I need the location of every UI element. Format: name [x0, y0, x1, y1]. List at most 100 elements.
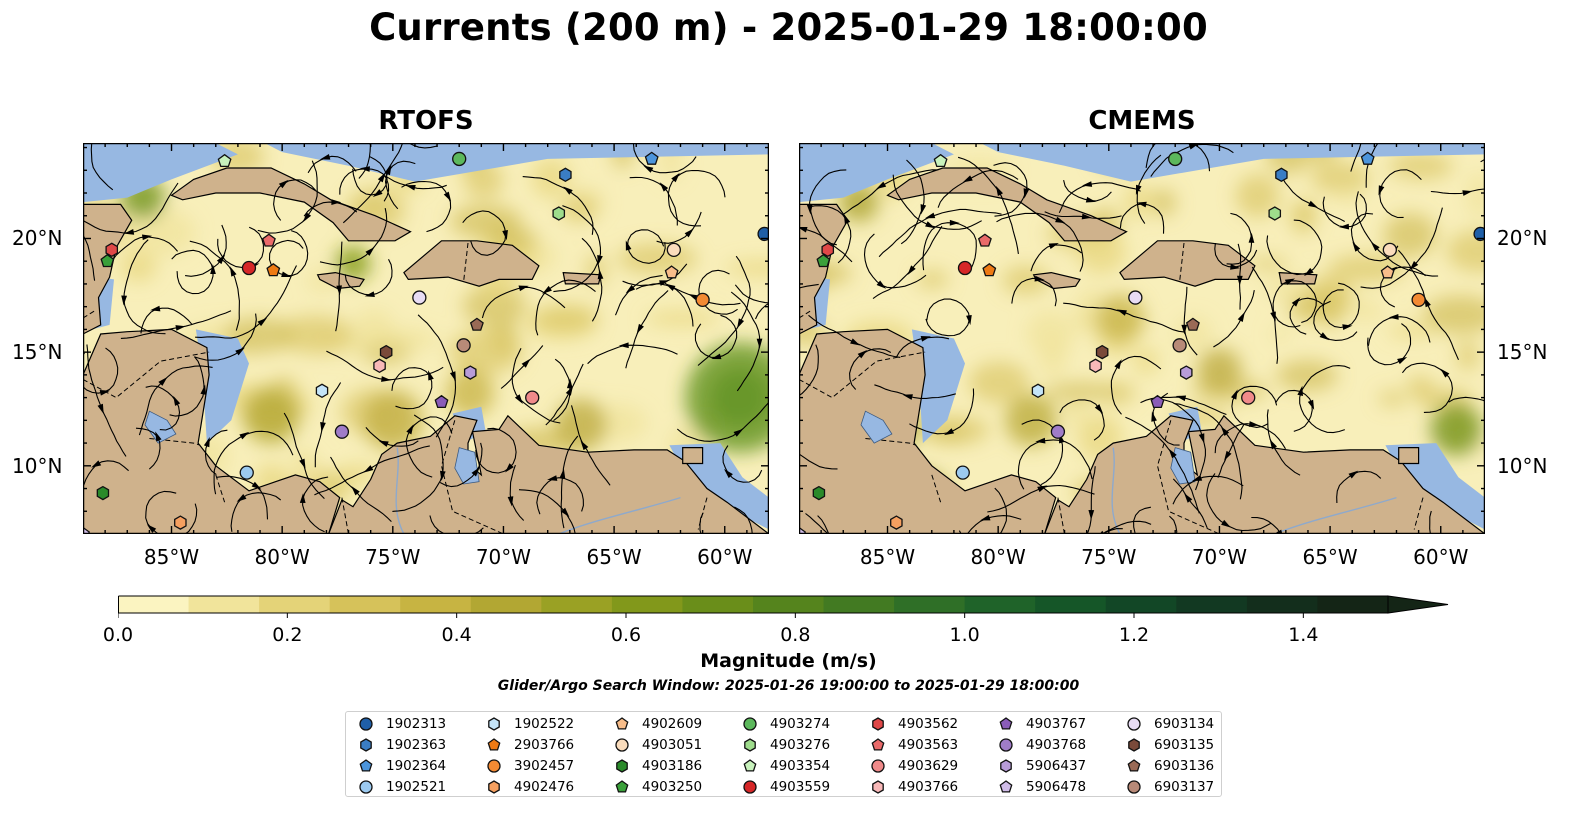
legend-item-4903766: 4903766 — [870, 776, 958, 797]
legend-item-6903137: 6903137 — [1126, 776, 1214, 797]
legend-item-5906437: 5906437 — [998, 755, 1086, 776]
colorbar-segment — [118, 596, 190, 613]
colorbar-svg — [117, 595, 1449, 618]
legend-label: 4903354 — [770, 757, 831, 774]
float-marker-1902313 — [757, 226, 769, 242]
land-trinidad — [1398, 447, 1420, 465]
lon-tick-label-rtofs: 80°W — [254, 545, 310, 569]
float-marker-2903766 — [982, 262, 997, 277]
float-marker-1902363 — [1275, 167, 1288, 183]
float-marker-1902521 — [955, 465, 970, 480]
legend-marker-3902457 — [487, 758, 501, 773]
lon-tick-label-cmems: 60°W — [1413, 545, 1469, 569]
colorbar — [117, 595, 1454, 625]
hexagon-marker-icon — [744, 737, 756, 752]
lon-tick-label-rtofs: 65°W — [586, 545, 642, 569]
legend-item-1902522: 1902522 — [486, 713, 574, 734]
legend-marker-4902476 — [488, 779, 500, 794]
legend-item-6903136: 6903136 — [1126, 755, 1214, 776]
colorbar-tick-label: 0.2 — [272, 624, 303, 646]
circle-marker-icon — [615, 737, 629, 752]
legend-item-4903274: 4903274 — [742, 713, 830, 734]
map-cmems-svg — [799, 143, 1485, 534]
legend-label: 6903135 — [1154, 736, 1215, 753]
map-panel-rtofs[interactable] — [83, 143, 769, 534]
legend-item-1902364: 1902364 — [358, 755, 446, 776]
float-marker-4903051 — [1382, 242, 1397, 257]
colorbar-segment — [329, 596, 401, 613]
land-puertorico — [562, 271, 602, 285]
float-marker-4903629 — [525, 390, 540, 405]
float-marker-2903766 — [266, 262, 281, 277]
float-marker-4903559 — [957, 260, 973, 276]
float-marker-4903186 — [96, 485, 110, 501]
land-jamaica — [316, 271, 365, 290]
float-marker-4903250 — [100, 253, 115, 268]
legend-item-6903134: 6903134 — [1126, 713, 1214, 734]
lat-tick-label-left: 15°N — [12, 340, 63, 365]
legend-marker-4903354 — [743, 758, 757, 772]
legend-item-4903629: 4903629 — [870, 755, 958, 776]
float-marker-4903562 — [821, 242, 835, 258]
float-marker-4902609 — [664, 265, 679, 279]
legend-label: 4903186 — [642, 757, 703, 774]
legend-label: 4903051 — [642, 736, 703, 753]
float-marker-4903766 — [1089, 358, 1102, 374]
float-marker-6903135 — [1095, 344, 1109, 360]
legend-item-4903051: 4903051 — [614, 734, 702, 755]
float-marker-5906437 — [1179, 365, 1193, 380]
colorbar-segment — [611, 596, 684, 613]
hexagon-marker-icon — [1128, 737, 1140, 752]
legend-item-6903135: 6903135 — [1126, 734, 1214, 755]
lat-tick-label-left: 20°N — [12, 226, 63, 251]
float-marker-1902522 — [315, 383, 329, 399]
legend-label: 4902609 — [642, 715, 703, 732]
colorbar-segment — [470, 596, 542, 613]
legend-item-4903562: 4903562 — [870, 713, 958, 734]
lon-tick-label-rtofs: 70°W — [475, 545, 532, 569]
float-marker-4903563 — [261, 233, 276, 247]
float-marker-4903186 — [812, 485, 826, 501]
pentagon-marker-icon — [1127, 758, 1141, 772]
legend-marker-1902364 — [359, 758, 373, 772]
legend-label: 1902521 — [386, 778, 447, 795]
map-panel-cmems[interactable] — [799, 143, 1485, 534]
legend: 1902313 1902363 1902364 1902521 1902522 29037… — [345, 711, 1222, 797]
land-cuba — [886, 167, 1128, 242]
legend-marker-4902609 — [615, 716, 629, 730]
colorbar-tick-label: 0.4 — [441, 624, 472, 646]
float-marker-1902521 — [239, 465, 254, 480]
lon-tick-label-cmems: 75°W — [1081, 545, 1137, 569]
legend-marker-6903136 — [1127, 758, 1141, 772]
float-marker-4903768 — [334, 424, 350, 439]
legend-label: 1902313 — [386, 715, 447, 732]
pentagon-marker-icon — [615, 716, 629, 730]
legend-label: 6903137 — [1154, 778, 1215, 795]
circle-marker-icon — [1127, 716, 1141, 731]
pentagon-marker-icon — [359, 758, 373, 772]
legend-label: 4903766 — [898, 778, 959, 795]
legend-label: 1902522 — [514, 715, 575, 732]
legend-item-4902476: 4902476 — [486, 776, 574, 797]
legend-marker-4903629 — [871, 758, 885, 773]
legend-marker-6903137 — [1127, 779, 1141, 794]
lon-tick-label-cmems: 65°W — [1302, 545, 1358, 569]
colorbar-tick-label: 0.6 — [610, 624, 642, 646]
colorbar-title: Magnitude (m/s) — [700, 650, 877, 672]
circle-marker-icon — [359, 779, 373, 794]
legend-item-4903186: 4903186 — [614, 755, 702, 776]
colorbar-segment — [259, 596, 331, 613]
float-marker-6903134 — [1128, 290, 1143, 305]
legend-marker-4903559 — [743, 779, 757, 794]
map-rtofs-svg — [83, 143, 769, 534]
legend-marker-6903134 — [1127, 716, 1141, 731]
legend-label: 4903250 — [642, 778, 703, 795]
legend-item-1902363: 1902363 — [358, 734, 446, 755]
legend-label: 4903276 — [770, 736, 831, 753]
legend-label: 4903767 — [1026, 715, 1087, 732]
search-window-text: Glider/Argo Search Window: 2025-01-26 19… — [497, 678, 1080, 694]
colorbar-segment — [753, 596, 825, 613]
colorbar-tick-label: 0.8 — [780, 624, 811, 646]
float-marker-4902609 — [1380, 265, 1395, 279]
float-marker-4903274 — [452, 151, 467, 167]
